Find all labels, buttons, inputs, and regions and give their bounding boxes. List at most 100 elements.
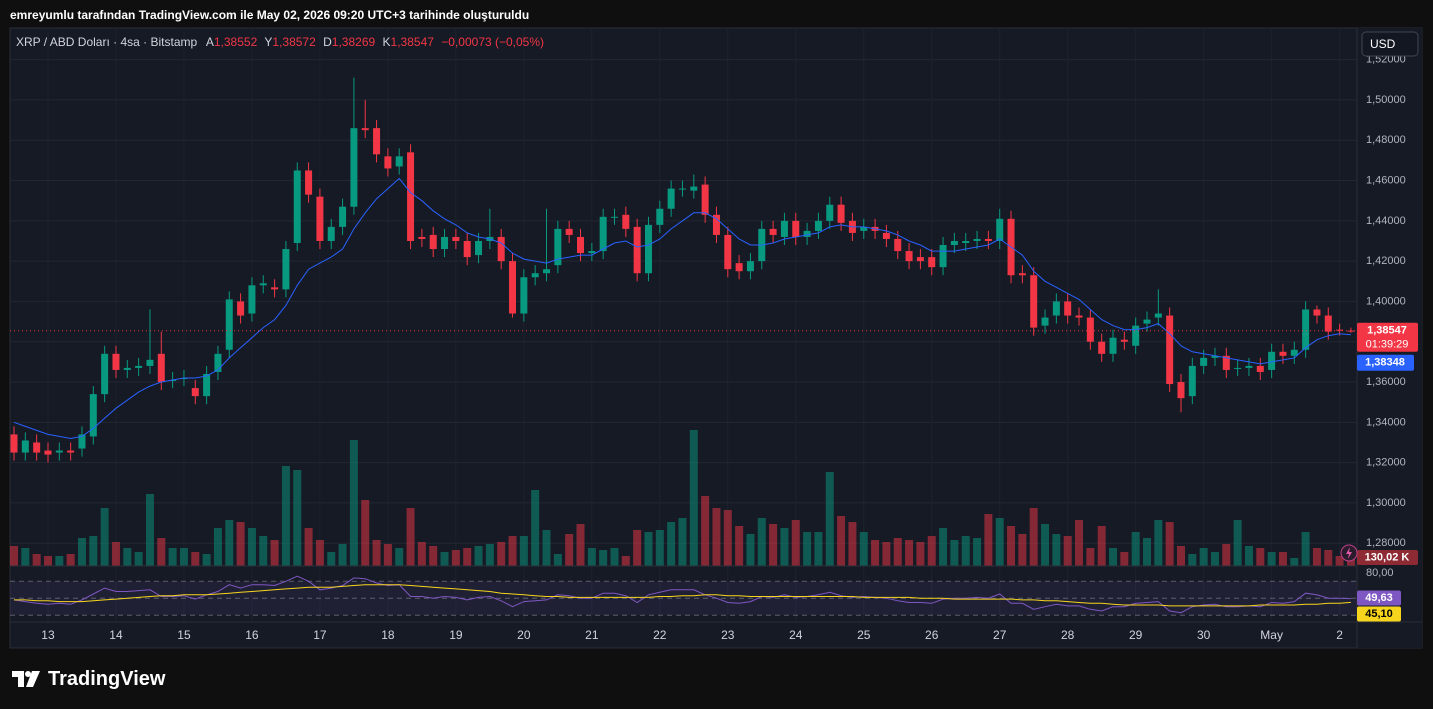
candle-body: [837, 204, 845, 223]
volume-bar: [542, 530, 551, 566]
volume-bar: [43, 556, 52, 566]
candle-body: [610, 216, 618, 218]
candle-body: [780, 220, 788, 237]
candle-body: [271, 287, 279, 290]
volume-bar: [259, 536, 268, 566]
volume-bar: [1109, 548, 1118, 566]
volume-bar: [247, 528, 256, 566]
candle-body: [792, 220, 800, 237]
volume-bar: [553, 554, 562, 566]
overlays: [10, 177, 1357, 440]
volume-bar: [939, 528, 948, 566]
volume-bar: [916, 542, 925, 566]
x-tick-label: 25: [857, 628, 871, 642]
x-tick-label: 15: [177, 628, 191, 642]
candle-body: [588, 251, 596, 254]
candle-body: [939, 245, 947, 268]
candle-body: [1098, 341, 1106, 354]
volume-bar: [1097, 526, 1106, 566]
candle-body: [1154, 313, 1162, 318]
y-tick-label: 1,48000: [1366, 134, 1406, 146]
currency-button[interactable]: USD: [1361, 31, 1419, 57]
candle-body: [373, 128, 381, 155]
symbol-legend: XRP / ABD Doları · 4sa · Bitstamp A1,385…: [16, 35, 544, 49]
candle-body: [1188, 365, 1196, 397]
y-tick-label: 1,40000: [1366, 295, 1406, 307]
candle-body: [293, 170, 301, 243]
candle-body: [67, 450, 75, 453]
volume-bar: [1256, 548, 1265, 566]
candle-body: [973, 238, 981, 241]
volume-bar: [463, 548, 472, 566]
volume-pane: [10, 430, 1355, 566]
volume-bar: [1222, 544, 1231, 566]
candle-body: [146, 359, 154, 366]
candle-body: [463, 240, 471, 258]
volume-bar: [1154, 520, 1163, 566]
candle-body: [21, 440, 29, 453]
volume-bar: [157, 538, 166, 566]
candle-body: [509, 261, 517, 314]
volume-bar: [1052, 534, 1061, 566]
candle-body: [169, 380, 177, 382]
close-key: K: [383, 35, 391, 49]
candle-body: [339, 206, 347, 227]
alert-bolt: [1346, 547, 1352, 559]
x-tick-label: 30: [1197, 628, 1211, 642]
volume-bar: [508, 536, 517, 566]
x-tick-label: 13: [41, 628, 55, 642]
candle-body: [1120, 339, 1128, 342]
ma-line: [13, 177, 1351, 440]
volume-bar: [1176, 546, 1185, 566]
open-value: 1,38552: [214, 35, 258, 49]
candle-body: [996, 218, 1004, 241]
volume-bar: [1244, 546, 1253, 566]
high-key: Y: [264, 35, 272, 49]
x-tick-label: May: [1260, 628, 1283, 642]
volume-bar: [1210, 552, 1219, 566]
candle-body: [950, 240, 958, 246]
candle-body: [407, 152, 415, 241]
candle-body: [1041, 317, 1049, 326]
y-tick-label: 1,50000: [1366, 94, 1406, 106]
volume-bar: [1346, 557, 1355, 566]
candle-body: [690, 186, 698, 191]
volume-bar: [145, 494, 154, 566]
candle-body: [803, 230, 811, 237]
volume-bar: [236, 522, 245, 566]
volume-label: 130,02 K: [1365, 552, 1410, 564]
candle-body: [55, 450, 63, 453]
volume-bar: [599, 550, 608, 566]
volume-bar: [429, 546, 438, 566]
candle-body: [678, 188, 686, 190]
volume-bar: [168, 548, 177, 566]
candle-body: [225, 299, 233, 350]
volume-bar: [678, 518, 687, 566]
volume-bar: [1131, 532, 1140, 566]
candle-body: [203, 373, 211, 397]
volume-bar: [780, 528, 789, 566]
volume-bar: [1199, 548, 1208, 566]
volume-bar: [191, 552, 200, 566]
y-tick-label: 1,52000: [1366, 54, 1406, 66]
volume-bar: [1086, 548, 1095, 566]
currency-label[interactable]: USD: [1370, 37, 1396, 51]
volume-bar: [1143, 538, 1151, 566]
volume-bar: [1075, 520, 1084, 566]
volume-bar: [179, 548, 188, 566]
volume-bar: [576, 524, 585, 566]
candle-body: [395, 156, 403, 167]
candle-body: [441, 236, 449, 250]
candle-body: [1234, 367, 1242, 369]
ma-label: 1,38348: [1365, 357, 1405, 369]
candle-body: [712, 214, 720, 235]
volume-bar: [213, 528, 222, 566]
volume-bar: [655, 530, 664, 566]
currency-button-bg[interactable]: [1361, 31, 1419, 57]
candle-body: [1279, 351, 1287, 356]
candle-body: [1132, 325, 1140, 346]
candle-body: [305, 170, 313, 195]
volume-bar: [440, 552, 449, 566]
logo-slash: [26, 671, 40, 687]
y-tick-label: 1,36000: [1366, 376, 1406, 388]
